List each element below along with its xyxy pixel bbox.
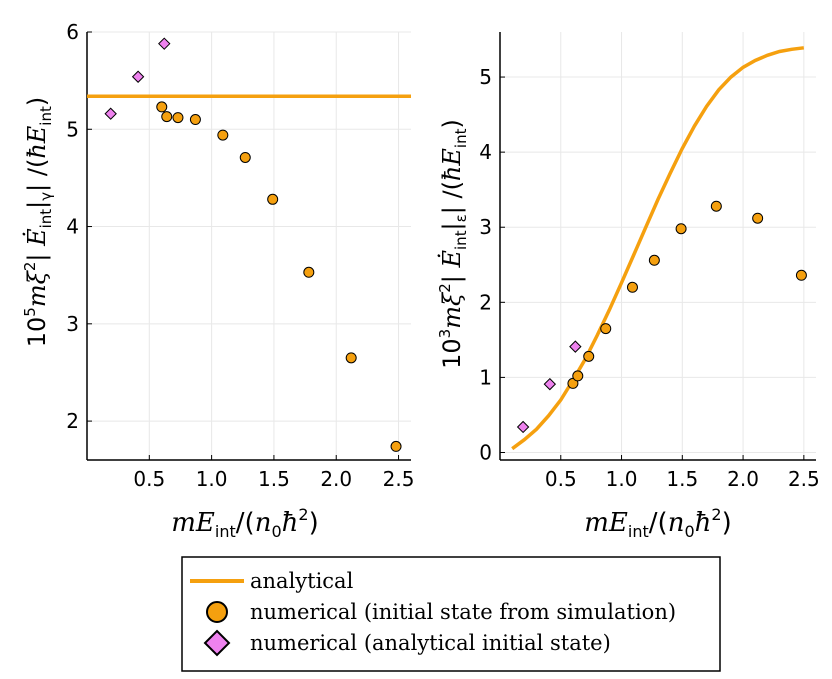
legend-entry-simulation: numerical (initial state from simulation…: [250, 600, 676, 624]
right-xtick-label-4: 2.5: [788, 467, 820, 491]
svg-text:105mξ2| Ėint|γ| /(ħEint): 105mξ2| Ėint|γ| /(ħEint): [21, 97, 55, 348]
left-ytick-label-1: 3: [66, 312, 79, 336]
left-xtick-label-2: 1.5: [258, 467, 290, 491]
left-ytick-label-0: 2: [66, 409, 79, 433]
right-sim-point-4: [626, 281, 638, 293]
legend: analytical numerical (initial state from…: [181, 556, 721, 672]
right-sim-point-6: [675, 223, 687, 235]
left-analytic-init-point-2: [158, 37, 171, 50]
left-xtick-label-1: 1.0: [196, 467, 228, 491]
legend-entry-analytical: analytical: [250, 569, 354, 593]
right-ytick-label-2: 2: [479, 290, 492, 314]
right-ytick-label-1: 1: [479, 365, 492, 389]
right-sim-point-7: [710, 200, 722, 212]
right-plot-area: [511, 46, 807, 451]
right-xtick-label-0: 0.5: [545, 467, 577, 491]
right-xtick-label-2: 1.5: [666, 467, 698, 491]
left-plot-area: [87, 37, 411, 452]
left-sim-point-9: [390, 440, 402, 452]
left-analytic-init-point-0: [104, 107, 117, 120]
right-analytical-line: [511, 46, 805, 451]
left-ylabel: 105mξ2| Ėint|γ| /(ħEint): [21, 97, 55, 348]
right-ytick-label-3: 3: [479, 215, 492, 239]
svg-text:mEint/(n0ħ2): mEint/(n0ħ2): [584, 505, 731, 541]
left-sim-point-8: [345, 352, 357, 364]
svg-text:103mξ2| Ėint|ε| /(ħEint): 103mξ2| Ėint|ε| /(ħEint): [436, 119, 470, 369]
right-analytic-init-point-0: [516, 420, 530, 434]
left-xtick-label-0: 0.5: [133, 467, 165, 491]
left-ytick-label-3: 5: [66, 117, 79, 141]
left-ytick-label-2: 4: [66, 215, 79, 239]
right-sim-point-2: [583, 350, 595, 362]
right-xtick-label-3: 2.0: [727, 467, 759, 491]
right-sim-point-8: [752, 212, 764, 224]
right-xlabel: mEint/(n0ħ2): [584, 505, 731, 541]
left-sim-point-1: [161, 111, 173, 123]
left-sim-point-3: [189, 114, 201, 126]
right-sim-point-1: [572, 370, 584, 382]
left-sim-point-4: [217, 129, 229, 141]
right-ytick-label-5: 5: [479, 65, 492, 89]
legend-diamond-marker: [203, 629, 231, 657]
right-sim-point-5: [648, 254, 660, 266]
right-ytick-label-0: 0: [479, 440, 492, 464]
left-sim-point-7: [303, 266, 315, 278]
right-analytic-init-point-1: [543, 377, 557, 391]
right-analytic-init-point-2: [569, 340, 582, 353]
left-panel: 0.5 1.0 1.5 2.0 2.5 2 3 4 5 6: [66, 20, 414, 491]
left-sim-point-0: [156, 101, 168, 113]
left-sim-point-2: [172, 112, 184, 124]
left-ytick-label-4: 6: [66, 20, 79, 44]
left-sim-point-6: [267, 193, 279, 205]
left-sim-point-5: [239, 151, 251, 163]
left-xtick-label-3: 2.0: [320, 467, 352, 491]
left-analytic-init-point-1: [131, 70, 145, 83]
right-xtick-label-1: 1.0: [606, 467, 638, 491]
right-sim-point-9: [795, 269, 807, 281]
right-ylabel: 103mξ2| Ėint|ε| /(ħEint): [436, 119, 470, 369]
svg-text:mEint/(n0ħ2): mEint/(n0ħ2): [171, 505, 318, 541]
legend-circle-marker: [206, 601, 228, 623]
right-ytick-label-4: 4: [479, 140, 492, 164]
right-sim-point-3: [600, 323, 612, 335]
left-xlabel: mEint/(n0ħ2): [171, 505, 318, 541]
left-xtick-label-4: 2.5: [383, 467, 415, 491]
legend-entry-analytical-initial: numerical (analytical initial state): [250, 631, 611, 655]
right-panel: 0.5 1.0 1.5 2.0 2.5 0 1 2 3 4 5: [479, 32, 820, 491]
